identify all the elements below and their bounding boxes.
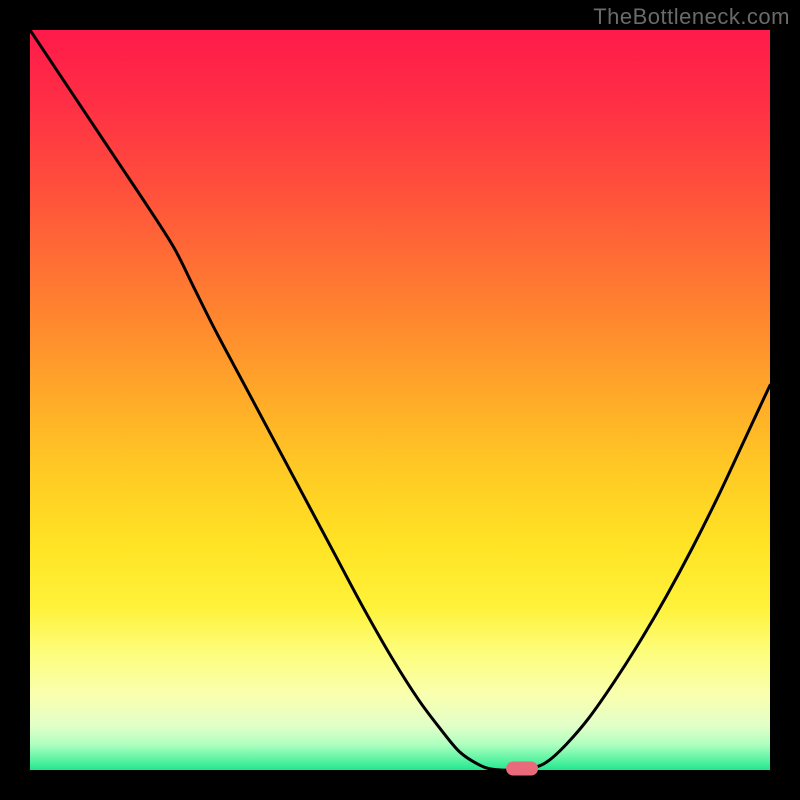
chart-container: TheBottleneck.com (0, 0, 800, 800)
plot-background (30, 30, 770, 770)
chart-svg (0, 0, 800, 800)
optimal-marker (506, 762, 538, 776)
watermark-text: TheBottleneck.com (593, 4, 790, 30)
